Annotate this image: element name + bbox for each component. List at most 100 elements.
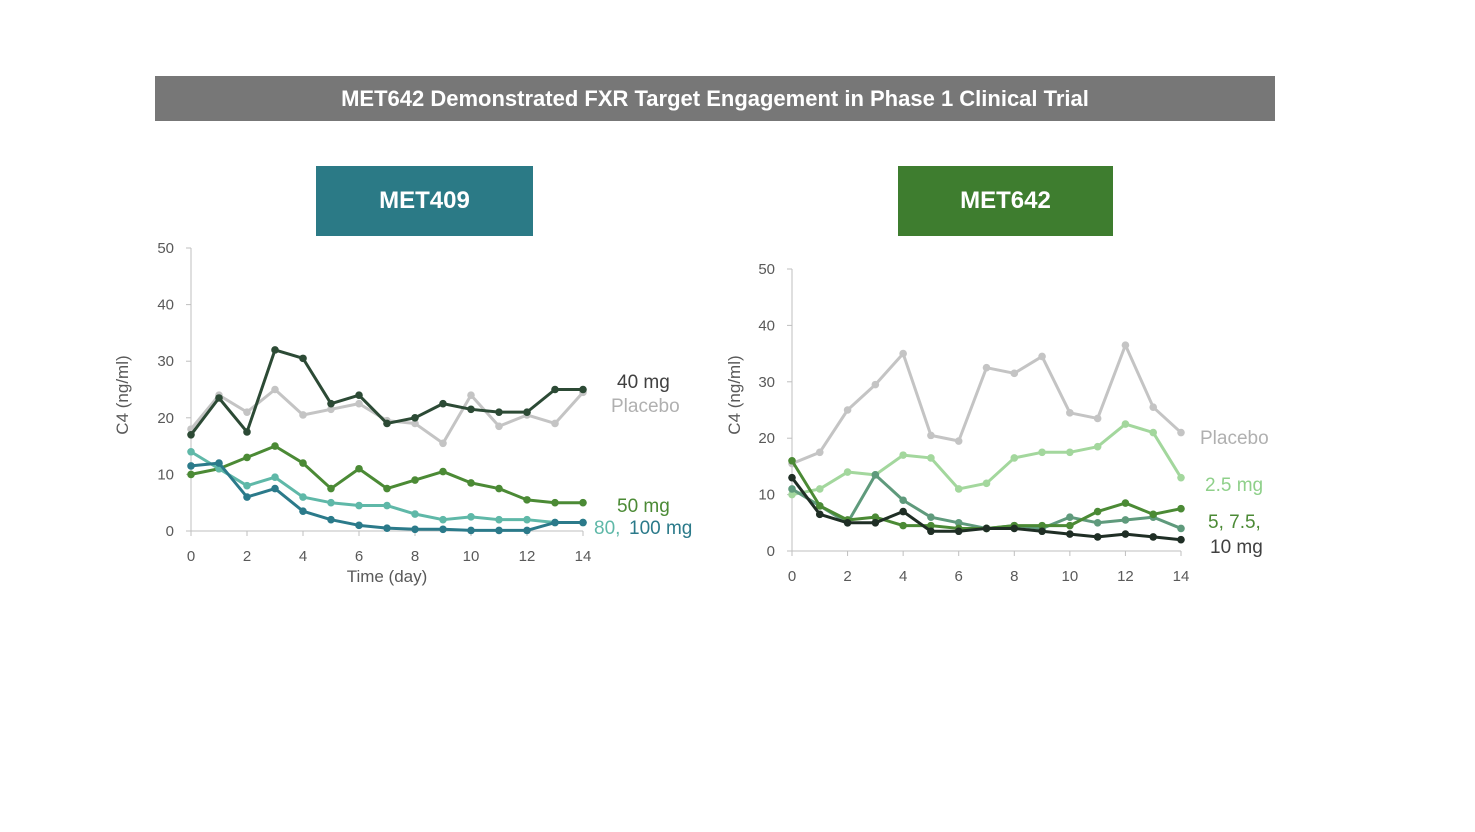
data-point-50-mg	[523, 496, 531, 504]
data-point-2-5-mg	[982, 479, 991, 488]
data-point-2-5-mg	[927, 454, 935, 462]
data-point-placebo	[843, 406, 852, 414]
data-point-100-mg	[495, 526, 503, 535]
series-line-placebo	[791, 343, 1183, 465]
data-point-2-5-mg	[1010, 454, 1019, 462]
y-tick-label: 20	[157, 410, 174, 427]
data-point-100-mg	[243, 493, 251, 501]
data-point-40-mg	[551, 385, 559, 394]
data-point-10-mg	[1066, 530, 1074, 538]
x-tick-label: 6	[955, 568, 963, 585]
data-point-5-mg	[1121, 516, 1130, 524]
data-point-5-mg	[927, 513, 935, 521]
data-point-100-mg	[299, 507, 307, 515]
data-point-80-mg	[383, 501, 391, 510]
data-point-80-mg	[495, 515, 503, 524]
data-point-50-mg	[551, 498, 559, 507]
y-tick-label: 50	[157, 240, 174, 257]
data-point-10-mg	[1093, 533, 1102, 541]
data-point-40-mg	[271, 346, 279, 354]
data-point-50-mg	[355, 464, 363, 473]
data-point-placebo	[299, 411, 307, 419]
y-tick-label: 30	[758, 374, 775, 391]
data-point-placebo	[954, 437, 963, 445]
data-point-50-mg	[243, 453, 251, 462]
x-tick-label: 10	[1062, 568, 1079, 585]
data-point-placebo	[271, 385, 279, 394]
data-point-80-mg	[355, 501, 363, 510]
series-label: 2.5 mg	[1205, 475, 1263, 496]
data-point-placebo	[1038, 352, 1046, 361]
data-point-2-5-mg	[843, 468, 852, 476]
data-point-7-5-mg	[788, 456, 796, 465]
data-point-2-5-mg	[1177, 473, 1185, 482]
data-point-100-mg	[579, 518, 587, 527]
series-label: 50 mg	[617, 496, 670, 517]
data-point-10-mg	[871, 519, 880, 527]
data-point-10-mg	[899, 507, 907, 516]
data-point-2-5-mg	[954, 485, 963, 493]
data-point-100-mg	[467, 526, 475, 535]
x-axis-label: Time (day)	[347, 567, 428, 586]
data-point-7-5-mg	[1177, 504, 1185, 513]
data-point-80-mg	[439, 515, 447, 524]
data-point-2-5-mg	[788, 490, 796, 499]
data-point-10-mg	[788, 473, 796, 482]
series-label: 10 mg	[1210, 537, 1263, 558]
x-tick-label: 2	[243, 548, 251, 565]
data-point-80-mg	[523, 515, 531, 524]
data-point-80-mg	[327, 498, 335, 507]
data-point-40-mg	[215, 394, 223, 402]
x-tick-label: 0	[788, 568, 796, 585]
data-point-100-mg	[523, 526, 531, 535]
data-point-80-mg	[411, 510, 419, 518]
data-point-50-mg	[187, 470, 195, 479]
data-point-7-5-mg	[1038, 521, 1046, 530]
data-point-2-5-mg	[1038, 448, 1046, 457]
met642-title-tag: MET642	[898, 166, 1113, 236]
data-point-40-mg	[299, 354, 307, 363]
data-point-7-5-mg	[1093, 507, 1102, 516]
data-point-placebo	[1066, 409, 1074, 417]
data-point-7-5-mg	[899, 521, 907, 530]
data-point-5-mg	[1093, 519, 1102, 527]
chart-1: 0 10 20 30 40 50 0 2 4 6 8 10 12 14 C4 (ng/ml) Placebo 2…	[725, 261, 1269, 585]
data-point-100-mg	[551, 518, 559, 527]
x-tick-label: 14	[575, 548, 592, 565]
data-point-50-mg	[383, 484, 391, 493]
x-tick-label: 6	[355, 548, 363, 565]
data-point-50-mg	[495, 484, 503, 493]
met642-title: MET642	[960, 187, 1051, 214]
slide-title-banner: MET642 Demonstrated FXR Target Engagemen…	[155, 76, 1275, 121]
data-point-50-mg	[579, 498, 587, 507]
data-point-80-mg	[467, 513, 475, 521]
chart-0: 0 10 20 30 40 50 0 2 4 6 8 10 12 14 C4 (ng/ml) Time (da…	[113, 240, 692, 586]
data-point-10-mg	[1177, 535, 1185, 544]
x-tick-label: 14	[1173, 568, 1190, 585]
data-point-5-mg	[871, 471, 880, 479]
data-point-50-mg	[467, 479, 475, 487]
data-point-placebo	[495, 422, 503, 431]
data-point-placebo	[1177, 428, 1185, 437]
data-point-100-mg	[439, 525, 447, 534]
slide-title: MET642 Demonstrated FXR Target Engagemen…	[341, 85, 1089, 111]
data-point-5-mg	[899, 496, 907, 505]
data-point-80-mg	[187, 447, 195, 456]
data-point-10-mg	[954, 527, 963, 536]
data-point-10-mg	[1121, 530, 1130, 538]
y-tick-label: 40	[157, 297, 174, 314]
data-point-40-mg	[439, 399, 447, 408]
y-tick-label: 30	[157, 353, 174, 370]
data-point-placebo	[467, 391, 475, 399]
data-point-7-5-mg	[927, 521, 935, 530]
data-point-10-mg	[1149, 533, 1158, 541]
data-point-40-mg	[467, 405, 475, 414]
data-point-100-mg	[187, 462, 195, 470]
series-label: Placebo	[611, 396, 680, 417]
data-point-80-mg	[243, 481, 251, 490]
data-point-placebo	[982, 363, 991, 372]
data-point-7-5-mg	[1066, 521, 1074, 530]
data-point-placebo	[1093, 414, 1102, 423]
data-point-5-mg	[1177, 524, 1185, 533]
